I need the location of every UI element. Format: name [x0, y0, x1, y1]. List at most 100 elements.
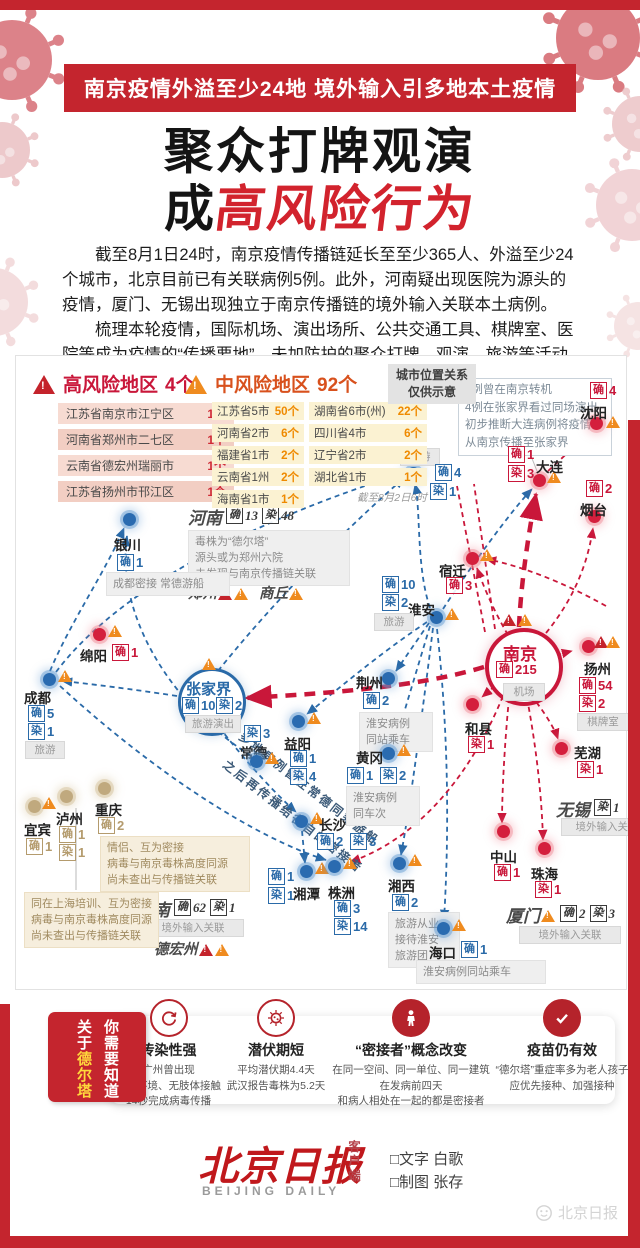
banner-text: 南京疫情外溢至少24地 境外输入引多地本土疫情: [63, 64, 577, 112]
warning-icon: [58, 670, 72, 682]
intro-paragraph-1: 截至8月1日24时，南京疫情传播链延长至至少365人、外溢至少24个城市，北京目…: [62, 246, 574, 314]
warning-icon: [547, 471, 561, 483]
risk-area-name: 云南省德宏州瑞丽市: [66, 459, 175, 473]
case-badge-type: 染: [577, 761, 594, 778]
map-note-line: 淮安病例: [366, 718, 410, 730]
map-note-line: 从南京传播至张家界: [465, 436, 569, 449]
map-city-dot: [382, 747, 395, 760]
map-city-name: 泸州: [56, 812, 83, 827]
bottom-border-strip: [0, 1236, 640, 1248]
risk-area-count: 1个: [281, 494, 299, 506]
case-badge-value: 2: [401, 595, 409, 610]
case-badge-value: 2: [336, 834, 344, 849]
case-badge-type: 确: [317, 833, 334, 850]
case-badge-type: 确: [117, 554, 134, 571]
risk-area-name: 海南省1市: [217, 494, 270, 506]
delta-item-line: 在发病前四天: [379, 1079, 443, 1092]
warning-icon: [265, 752, 279, 764]
virus-decoration-icon: [606, 294, 640, 358]
map-region-sub-name: 德宏州: [154, 942, 198, 958]
map-city-dot: [28, 800, 41, 813]
case-badge-value: 1: [554, 882, 562, 897]
delta-item: “密接者”概念改变 在同一空间、同一单位、同一建筑 在发病前四天 和病人相处在一起的都…: [331, 999, 491, 1107]
map-city-dot: [437, 922, 450, 935]
virus-decoration-icon: [0, 113, 39, 187]
case-badge-type: 染: [216, 697, 233, 714]
case-badge-value: 2: [598, 696, 606, 711]
map-city-name: 湘潭: [293, 887, 320, 902]
map-city-name: 荆州: [356, 676, 383, 691]
delta-item-line: 平均潜伏期4.4天: [237, 1064, 315, 1076]
medium-risk-row: 云南省1州 2个: [212, 468, 304, 486]
main-title-line2: 成高风险行为: [0, 169, 640, 241]
delta-item-line: 14秒完成病毒传播: [125, 1095, 212, 1107]
high-risk-row: 河南省郑州市二七区1个: [58, 429, 234, 450]
map-region-name: 无锡: [556, 801, 590, 820]
map-region-name: 厦门: [506, 907, 540, 926]
risk-area-count: 6个: [404, 428, 422, 440]
delta-item-title: 疫苗仍有效: [527, 1042, 597, 1058]
delta-info-card: 传染性强 广州曾出现 同一环境、无肢体接触 14秒完成病毒传播 潜伏期短 平均潜伏期4.4…: [110, 999, 629, 1107]
risk-area-count: 22个: [397, 406, 422, 418]
risk-area-name: 江苏省扬州市邗江区: [66, 485, 175, 499]
case-badge-value: 3: [263, 726, 271, 741]
map-city-name: 湘西: [388, 879, 415, 894]
map-city-dot: [382, 672, 395, 685]
map-note-line: 毒株为“德尔塔”: [195, 536, 269, 548]
map-city-name: 扬州: [584, 662, 611, 677]
warning-icon: [234, 587, 248, 600]
map-tag: 旅游演出: [185, 715, 241, 733]
case-badge: 确 10: [182, 697, 215, 714]
warning-icon: [108, 625, 122, 637]
case-badge-value: 1: [78, 827, 86, 842]
map-note-line: 同在上海培训、互为密接: [31, 898, 152, 910]
case-badge-type: 染: [535, 881, 552, 898]
medium-risk-column-1: 江苏省5市 50个 河南省2市 6个 福建省1市 2个 云南省1州 2个 海南省1市 1个: [212, 402, 304, 512]
medium-risk-row: 湖北省1市 1个: [309, 468, 427, 486]
case-badge-type: 染: [589, 905, 607, 922]
map-city-dot: [466, 552, 479, 565]
map-city-dot: [60, 790, 73, 803]
case-badge-value: 2: [605, 481, 613, 496]
delta-item-title: “密接者”概念改变: [355, 1042, 467, 1058]
case-badge-value: 1: [366, 768, 374, 783]
watermark: 北京日报: [535, 1202, 618, 1223]
case-badge-value: 1: [527, 447, 535, 462]
medium-risk-asof: 截至8月2日6时: [356, 492, 427, 504]
case-badge-value: 2: [235, 698, 243, 713]
case-badge-type: 确: [382, 576, 399, 593]
map-city-dot: [43, 673, 56, 686]
case-badge-value: 3: [353, 901, 361, 916]
warning-icon: [198, 943, 213, 956]
case-badge-type: 确: [268, 868, 285, 885]
case-badge-value: 215: [515, 662, 537, 677]
case-badge-value: 3: [369, 834, 377, 849]
delta-item-line: 武汉报告毒株为5.2天: [226, 1079, 326, 1092]
case-badge-type: 染: [210, 899, 227, 916]
high-risk-row: 云南省德宏州瑞丽市 1个: [58, 455, 234, 476]
case-badge-type: 确: [560, 905, 577, 922]
case-badge-type: 确: [579, 677, 596, 694]
case-badge-value: 3: [527, 466, 535, 481]
medium-risk-title: 中风险地区: [215, 375, 311, 396]
case-badge-type: 确: [586, 480, 603, 497]
case-badge-value: 1: [136, 555, 144, 570]
risk-area-name: 福建省1市: [217, 450, 270, 462]
map-city-dot: [250, 755, 263, 768]
map-legend: 城市位置关系 仅供示意: [388, 364, 476, 404]
medium-risk-column-2: 湖南省6市(州) 22个 四川省4市 6个 辽宁省2市 2个 湖北省1市 1个 截至8月2日6时: [309, 402, 427, 512]
medium-risk-row: 海南省1市 1个: [212, 490, 304, 508]
